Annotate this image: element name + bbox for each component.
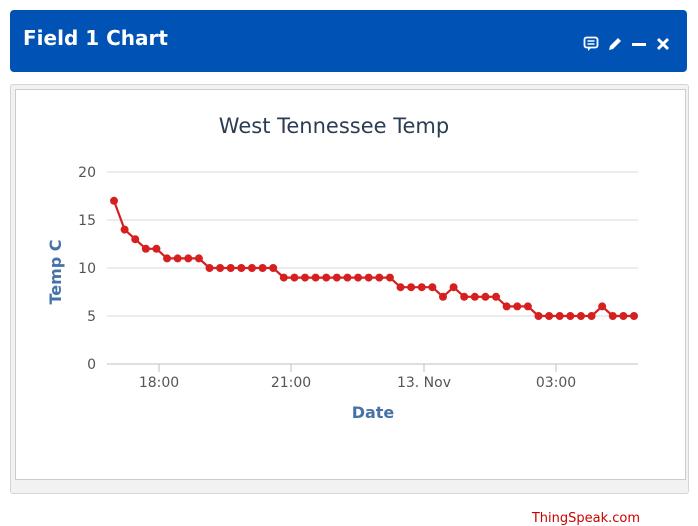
data-point[interactable] <box>492 292 501 301</box>
x-tick-label: 18:00 <box>139 375 179 391</box>
close-icon[interactable] <box>655 36 671 52</box>
data-point[interactable] <box>247 264 256 272</box>
x-tick-labels: 18:00 21:00 13. Nov 03:00 <box>139 364 576 391</box>
x-axis-title: Date <box>352 403 395 422</box>
header-icons <box>583 35 671 53</box>
data-point[interactable] <box>407 283 416 292</box>
chart-title: West Tennessee Temp <box>219 114 449 138</box>
pencil-icon[interactable] <box>607 36 623 52</box>
thingspeak-credit-link[interactable]: ThingSpeak.com <box>531 511 640 526</box>
grid-lines <box>107 171 638 365</box>
series-temperature <box>110 196 638 320</box>
y-tick-label: 15 <box>78 213 96 229</box>
data-point[interactable] <box>216 264 225 272</box>
data-point[interactable] <box>152 244 161 253</box>
y-tick-label: 5 <box>87 309 96 325</box>
widget-header: Field 1 Chart <box>10 10 687 72</box>
data-point[interactable] <box>545 312 554 320</box>
data-point[interactable] <box>396 283 405 292</box>
x-tick-label: 21:00 <box>271 375 311 391</box>
data-point[interactable] <box>184 254 193 263</box>
data-point[interactable] <box>566 312 575 320</box>
data-point[interactable] <box>269 264 278 272</box>
chart-area: West Tennessee Temp Temp C Date 0 5 10 15 20… <box>15 89 686 480</box>
data-point[interactable] <box>301 273 310 282</box>
data-point[interactable] <box>608 312 617 320</box>
data-point[interactable] <box>428 283 437 292</box>
data-point[interactable] <box>481 292 490 301</box>
y-tick-label: 0 <box>87 357 96 373</box>
y-tick-label: 20 <box>78 165 96 181</box>
data-point[interactable] <box>385 273 394 282</box>
data-point[interactable] <box>587 312 596 320</box>
minimize-icon[interactable] <box>631 36 647 52</box>
data-point[interactable] <box>131 235 140 244</box>
data-point[interactable] <box>417 283 426 292</box>
chart-widget: Field 1 Chart <box>10 10 689 526</box>
data-point[interactable] <box>226 264 235 272</box>
data-point[interactable] <box>513 302 522 311</box>
comment-icon[interactable] <box>583 36 599 52</box>
data-point[interactable] <box>523 302 532 311</box>
y-tick-label: 10 <box>78 261 96 277</box>
data-point[interactable] <box>311 273 320 282</box>
x-tick-label: 03:00 <box>536 375 576 391</box>
x-tick-label: 13. Nov <box>397 375 451 391</box>
data-point[interactable] <box>364 273 373 282</box>
data-point[interactable] <box>194 254 203 263</box>
data-point[interactable] <box>438 292 447 301</box>
data-point[interactable] <box>449 283 458 292</box>
data-point[interactable] <box>502 302 511 311</box>
widget-title: Field 1 Chart <box>23 26 168 50</box>
data-point[interactable] <box>237 264 246 272</box>
data-point[interactable] <box>120 225 129 234</box>
data-point[interactable] <box>470 292 479 301</box>
data-point[interactable] <box>173 254 182 263</box>
y-tick-labels: 0 5 10 15 20 <box>78 165 96 373</box>
data-point[interactable] <box>375 273 384 282</box>
line-chart: West Tennessee Temp Temp C Date 0 5 10 15 20… <box>46 114 638 422</box>
data-point[interactable] <box>555 312 564 320</box>
data-point[interactable] <box>258 264 267 272</box>
chart-panel: West Tennessee Temp Temp C Date 0 5 10 15 20… <box>10 84 689 526</box>
data-point[interactable] <box>279 273 288 282</box>
data-point[interactable] <box>322 273 331 282</box>
data-point[interactable] <box>141 244 150 253</box>
data-point[interactable] <box>205 264 214 272</box>
data-point[interactable] <box>163 254 172 263</box>
data-point[interactable] <box>110 196 118 205</box>
data-point[interactable] <box>354 273 363 282</box>
data-point[interactable] <box>343 273 352 282</box>
data-point[interactable] <box>598 302 607 311</box>
data-point[interactable] <box>619 312 628 320</box>
data-point[interactable] <box>332 273 341 282</box>
data-point[interactable] <box>576 312 585 320</box>
data-point[interactable] <box>290 273 299 282</box>
data-point[interactable] <box>534 312 543 320</box>
y-axis-title: Temp C <box>46 239 65 304</box>
data-point[interactable] <box>460 292 469 301</box>
data-point[interactable] <box>630 312 638 320</box>
